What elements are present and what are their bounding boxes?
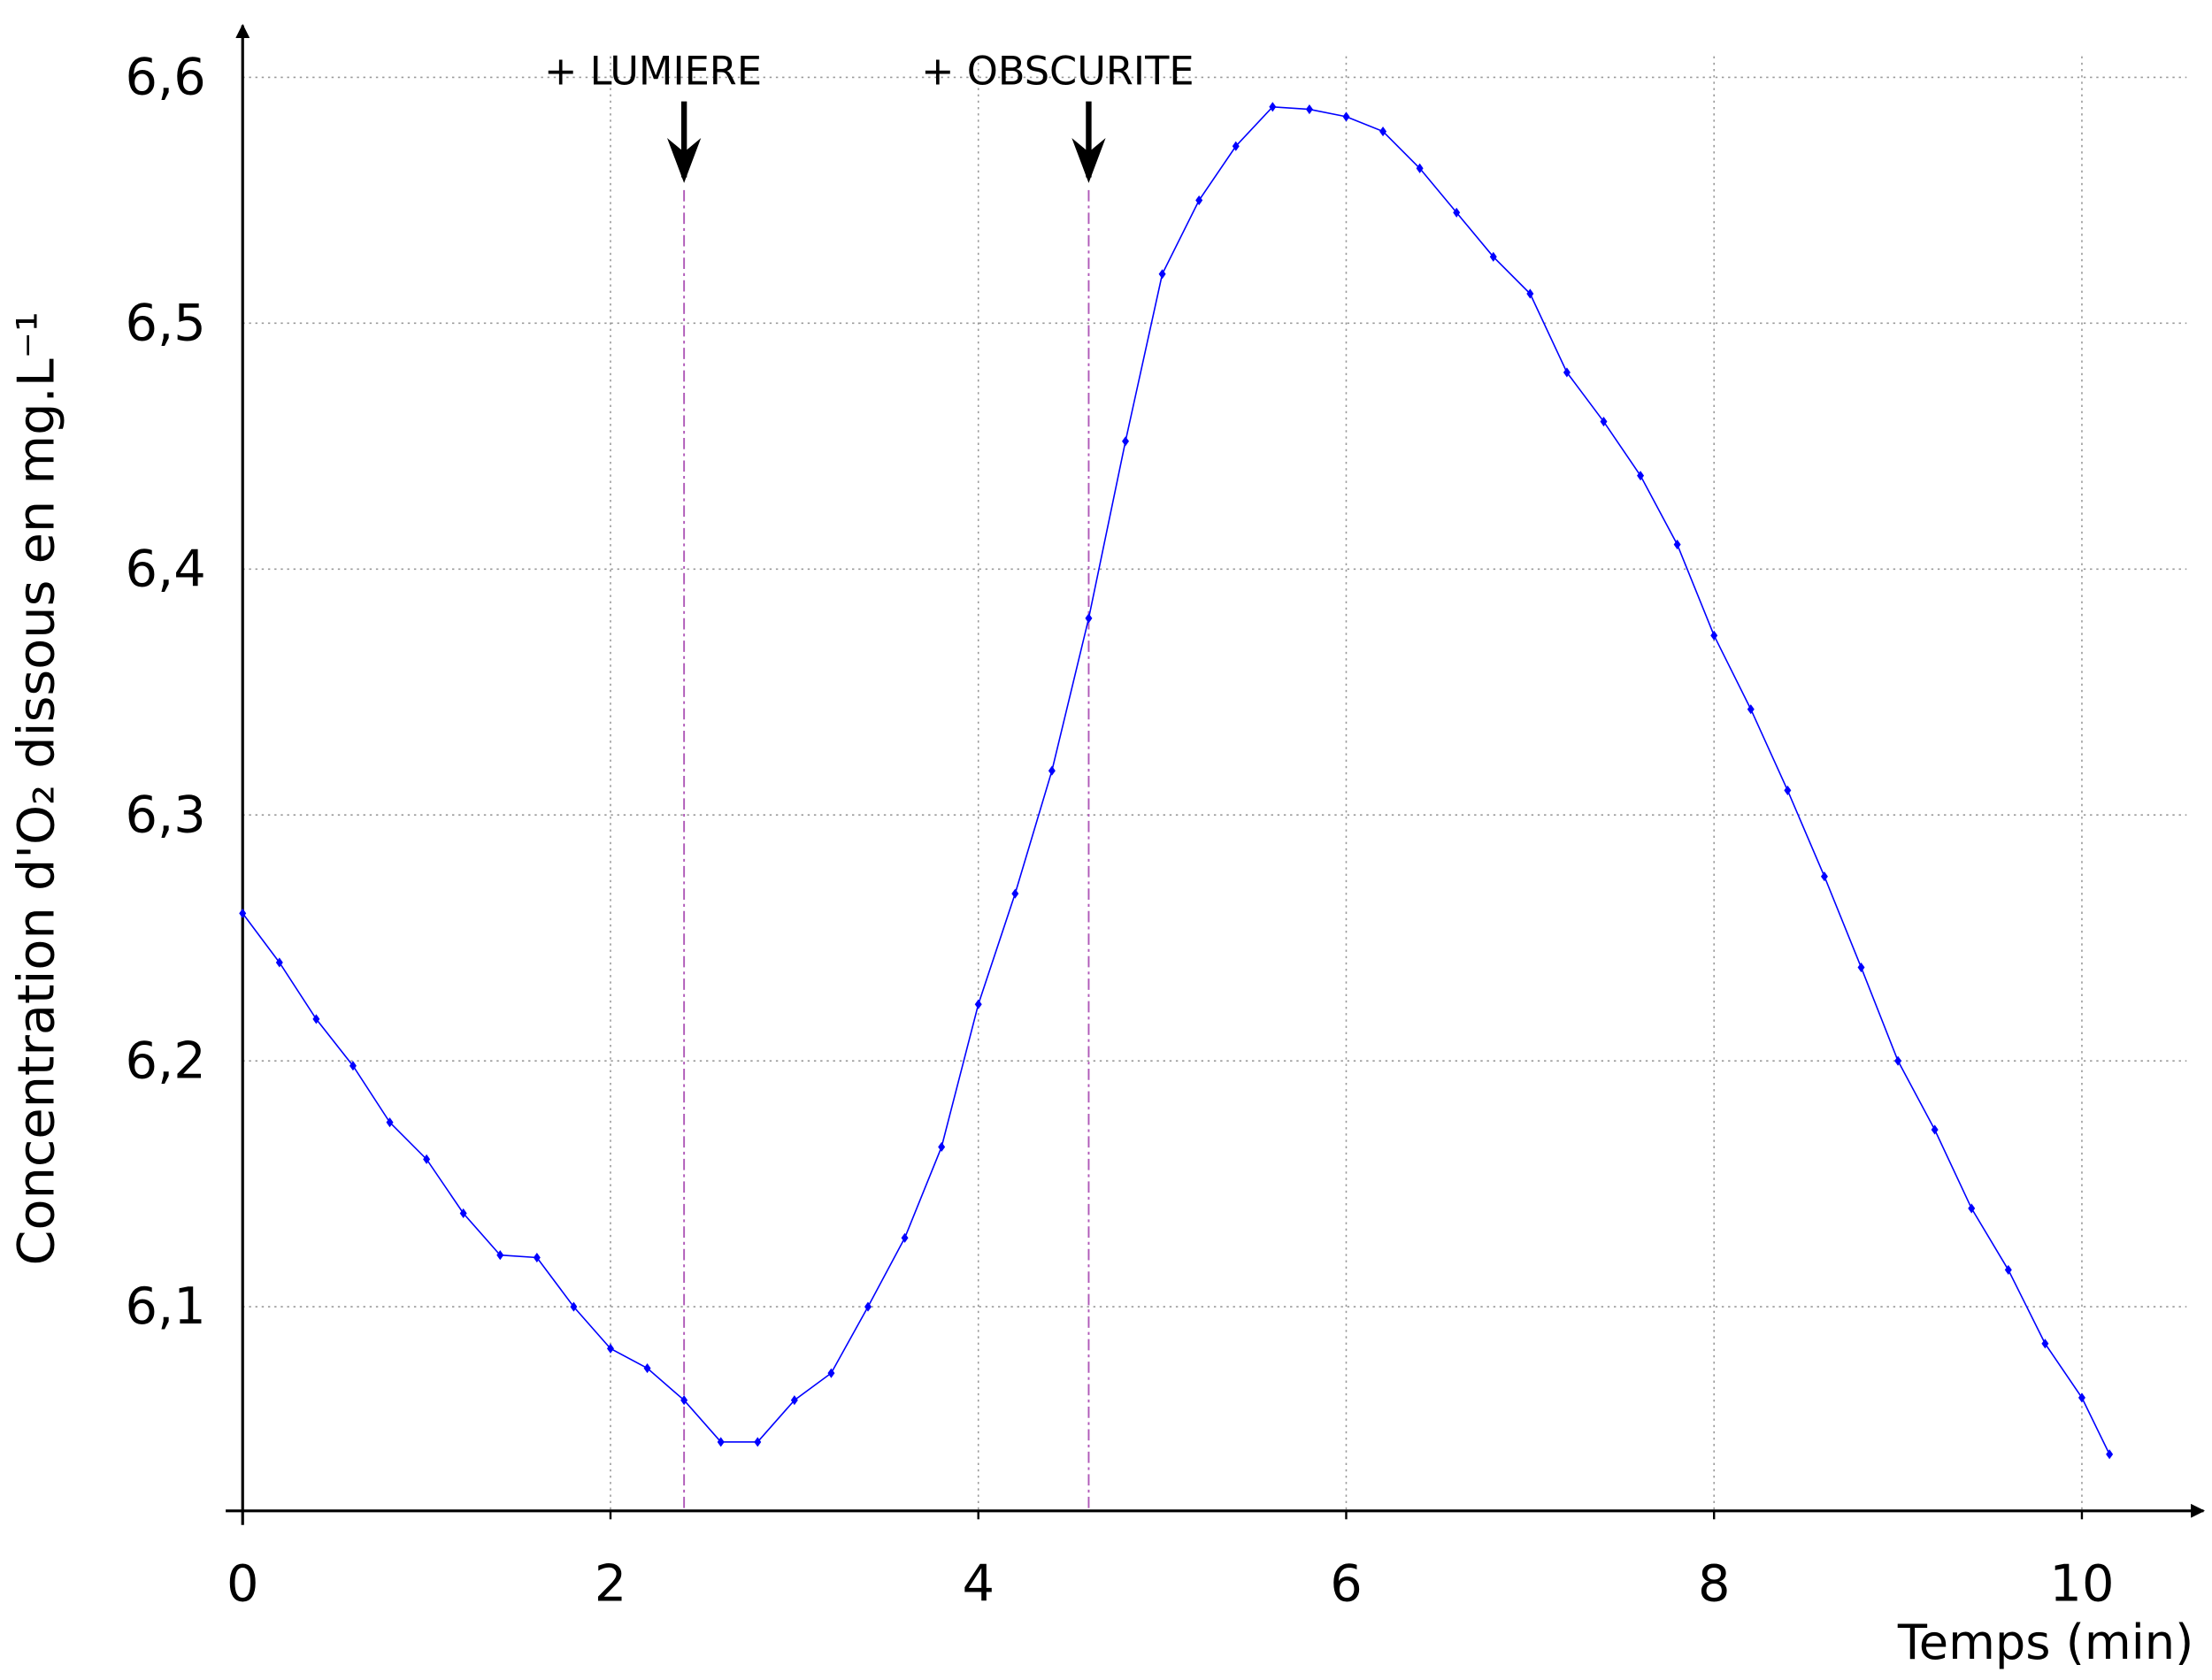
data-point bbox=[1600, 416, 1608, 427]
data-point bbox=[1011, 888, 1019, 899]
x-tick-label: 2 bbox=[595, 1554, 627, 1614]
y-axis-label: Concentration d'O₂ dissous en mg.L⁻¹ bbox=[7, 311, 66, 1265]
y-tick-label: 6,5 bbox=[126, 294, 206, 353]
data-point bbox=[1637, 471, 1645, 481]
data-point bbox=[1747, 704, 1755, 715]
y-tick-label: 6,1 bbox=[126, 1277, 206, 1336]
x-tick-label: 4 bbox=[962, 1554, 995, 1614]
data-point bbox=[349, 1061, 357, 1071]
annotation-arrowhead bbox=[666, 137, 702, 183]
data-point bbox=[643, 1363, 651, 1374]
data-point bbox=[1453, 207, 1461, 218]
y-tick-label: 6,6 bbox=[126, 48, 206, 107]
data-point bbox=[1416, 163, 1424, 173]
data-point bbox=[386, 1117, 394, 1128]
y-tick-label: 6,2 bbox=[126, 1031, 206, 1090]
data-point bbox=[1857, 962, 1865, 973]
data-point bbox=[901, 1232, 909, 1243]
y-tick-label: 6,3 bbox=[126, 785, 206, 844]
data-point bbox=[938, 1141, 946, 1153]
data-point bbox=[1085, 613, 1093, 624]
x-tick-label: 6 bbox=[1330, 1554, 1363, 1614]
data-point bbox=[827, 1368, 835, 1378]
data-point bbox=[570, 1301, 578, 1312]
x-tick-label: 8 bbox=[1698, 1554, 1731, 1614]
data-point bbox=[1526, 288, 1534, 299]
data-point bbox=[1342, 111, 1350, 122]
x-tick-label: 10 bbox=[2049, 1554, 2114, 1614]
annotation-label: + LUMIERE bbox=[544, 49, 762, 95]
data-line bbox=[242, 105, 2110, 1455]
data-point bbox=[2106, 1449, 2114, 1460]
data-point bbox=[1048, 765, 1056, 776]
data-point bbox=[496, 1250, 504, 1261]
annotation-label: + OBSCURITE bbox=[921, 49, 1194, 95]
data-point bbox=[1195, 195, 1203, 205]
x-axis-label: Temps (min) bbox=[1897, 1615, 2193, 1670]
y-tick-label: 6,4 bbox=[126, 539, 206, 598]
data-point bbox=[459, 1208, 467, 1219]
data-point bbox=[1784, 785, 1792, 796]
data-point bbox=[864, 1301, 872, 1312]
data-point bbox=[1820, 871, 1828, 882]
data-point bbox=[1158, 269, 1166, 280]
annotation-arrowhead bbox=[1071, 137, 1106, 183]
data-point bbox=[1305, 104, 1313, 115]
data-point bbox=[974, 999, 982, 1009]
data-point bbox=[1122, 436, 1130, 447]
x-tick-label: 0 bbox=[227, 1554, 259, 1614]
